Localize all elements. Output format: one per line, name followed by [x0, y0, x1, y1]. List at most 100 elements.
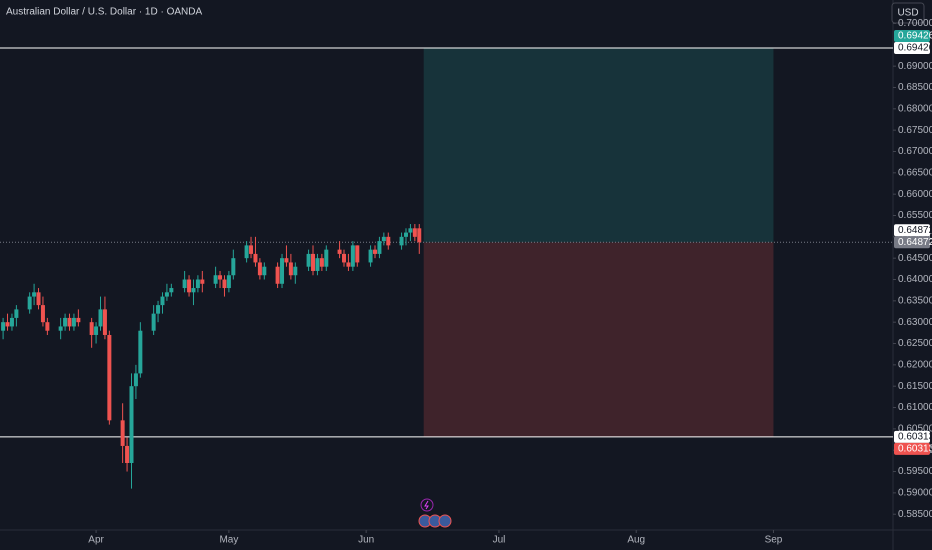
- candle-body: [350, 245, 355, 267]
- y-tick-label: 0.67500: [898, 125, 932, 136]
- x-tick-label: Sep: [765, 535, 783, 546]
- candle-body: [275, 266, 280, 284]
- candle-body: [337, 249, 342, 254]
- x-tick-label: Jul: [493, 535, 506, 546]
- candle-body: [36, 292, 41, 306]
- candle-body: [40, 305, 45, 323]
- y-tick-label: 0.62500: [898, 338, 932, 349]
- candle-body: [187, 279, 192, 293]
- event-icon: [420, 498, 434, 512]
- candle-body: [244, 245, 249, 259]
- chart-title: Australian Dollar / U.S. Dollar · 1D · O…: [6, 7, 202, 18]
- candle-body: [164, 292, 169, 297]
- y-tick-label: 0.68000: [898, 103, 932, 114]
- candle-body: [226, 275, 231, 289]
- candle-body: [156, 305, 161, 314]
- y-tick-label: 0.59000: [898, 488, 932, 499]
- candle-body: [98, 309, 103, 327]
- currency-button[interactable]: [891, 2, 925, 24]
- target-zone: [423, 47, 774, 243]
- entry-price-label: 0.64872: [898, 225, 932, 236]
- target-price-label: 0.69426: [898, 43, 932, 54]
- candle-body: [293, 266, 298, 276]
- candle-body: [125, 445, 130, 464]
- y-tick-label: 0.61000: [898, 402, 932, 413]
- candle-body: [403, 232, 408, 237]
- y-tick-label: 0.69000: [898, 61, 932, 72]
- stop-price-label: 0.60313: [898, 431, 932, 442]
- x-tick-label: Aug: [627, 535, 645, 546]
- candle-body: [76, 317, 81, 323]
- candle-body: [14, 309, 19, 318]
- candle-body: [408, 228, 413, 233]
- candle-body: [107, 334, 112, 421]
- candle-body: [182, 279, 187, 289]
- candle-body: [191, 288, 196, 293]
- candle-body: [9, 317, 14, 327]
- candle-body: [412, 228, 417, 237]
- candle-body: [160, 296, 165, 306]
- candle-body: [231, 258, 236, 276]
- target-price-label-box: [894, 41, 930, 54]
- event-icon: [438, 514, 452, 528]
- candle-body: [200, 279, 205, 284]
- candle-body: [346, 262, 351, 267]
- candle-body: [377, 241, 382, 254]
- candle-body: [195, 279, 200, 289]
- y-tick-label: 0.62000: [898, 359, 932, 370]
- candle-body: [386, 236, 391, 246]
- y-tick-label: 0.64500: [898, 253, 932, 264]
- y-tick-label: 0.58500: [898, 509, 932, 520]
- candle-body: [102, 309, 107, 335]
- candle-body: [319, 258, 324, 267]
- candle-body: [129, 386, 134, 464]
- candle-body: [63, 317, 68, 327]
- candle-body: [355, 245, 360, 263]
- candle-body: [253, 253, 258, 263]
- candle-body: [1, 322, 6, 331]
- y-tick-label: 0.67000: [898, 146, 932, 157]
- candle-body: [315, 258, 320, 271]
- stop-zone: [423, 242, 774, 437]
- candle-body: [138, 330, 143, 374]
- currency-label: USD: [897, 8, 918, 19]
- candle-body: [399, 236, 404, 246]
- stop-price-label-box: [894, 430, 930, 443]
- candle-body: [89, 322, 94, 335]
- y-tick-label: 0.64000: [898, 274, 932, 285]
- stop-price-label: 0.60313: [898, 443, 932, 454]
- x-tick-label: May: [219, 535, 238, 546]
- entry-price-label-box: [894, 224, 930, 237]
- candle-body: [27, 296, 32, 310]
- y-tick-label: 0.66000: [898, 189, 932, 200]
- candle-body: [288, 262, 293, 276]
- candle-body: [257, 262, 262, 276]
- candle-body: [45, 322, 50, 331]
- y-tick-label: 0.65500: [898, 210, 932, 221]
- x-tick-label: Jun: [358, 535, 374, 546]
- candle-body: [262, 266, 267, 276]
- plot: [0, 47, 893, 489]
- y-tick-label: 0.66500: [898, 167, 932, 178]
- candle-body: [213, 275, 218, 284]
- candle-body: [151, 313, 156, 331]
- y-tick-label: 0.70000: [898, 18, 932, 29]
- candle-body: [368, 249, 373, 263]
- event-icon: [424, 500, 429, 510]
- y-tick-label: 0.61500: [898, 381, 932, 392]
- candle-body: [342, 253, 347, 263]
- y-tick-label: 0.68500: [898, 82, 932, 93]
- target-price-label-box: [894, 29, 930, 42]
- candle-body: [280, 258, 285, 284]
- candle-body: [284, 258, 289, 263]
- candle-body: [381, 236, 386, 242]
- candle-body: [133, 373, 138, 387]
- candle-body: [372, 249, 377, 254]
- candle-body: [94, 326, 99, 335]
- candle-body: [120, 420, 125, 446]
- event-icons: [418, 498, 452, 528]
- candle-body: [306, 253, 311, 267]
